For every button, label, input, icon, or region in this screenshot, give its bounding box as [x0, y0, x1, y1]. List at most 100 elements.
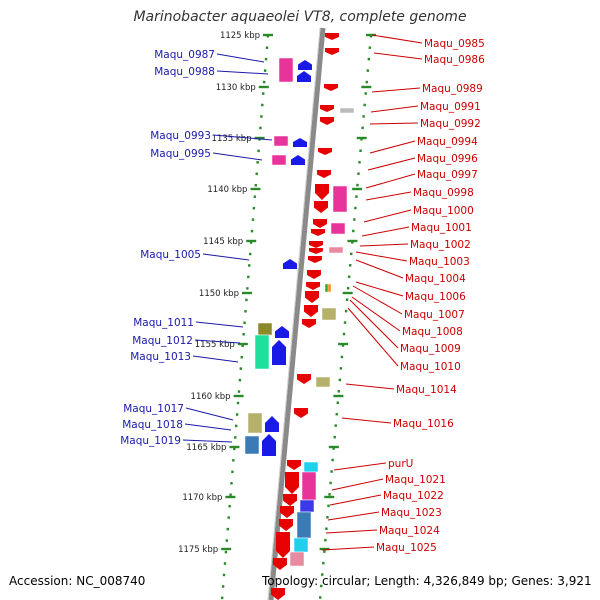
gene-leader-right — [321, 546, 375, 551]
tick-label: 1175 kbp — [178, 545, 218, 555]
gene-label-right: Maqu_1009 — [400, 343, 461, 355]
gene-leader-right — [331, 478, 384, 491]
reverse-gene-arrow — [287, 460, 301, 470]
gene-leader-right — [355, 259, 404, 279]
tick-label: 1155 kbp — [195, 340, 235, 350]
topology-text: Topology: circular; Length: 4,326,849 bp… — [262, 574, 592, 588]
feature-block — [330, 222, 346, 235]
reverse-gene-arrow — [309, 248, 323, 254]
reverse-gene-arrow — [304, 305, 318, 317]
forward-gene-arrow — [265, 416, 279, 432]
gene-leader-right — [349, 299, 399, 349]
gene-leader-left — [212, 152, 263, 161]
reverse-gene-arrow — [276, 532, 290, 558]
reverse-gene-arrow — [313, 219, 327, 228]
gene-leader-right — [333, 462, 387, 471]
gene-label-right: Maqu_1024 — [379, 525, 440, 537]
gene-label-right: Maqu_0986 — [424, 54, 485, 66]
reverse-gene-arrow — [314, 201, 328, 213]
feature-block — [254, 334, 270, 370]
gene-label-right: Maqu_0996 — [417, 153, 478, 165]
gene-leader-right — [365, 173, 416, 189]
gene-label-right: Maqu_0992 — [420, 118, 481, 130]
reverse-gene-arrow — [308, 256, 322, 263]
gene-label-right: Maqu_1025 — [376, 542, 437, 554]
tick-label: 1145 kbp — [203, 237, 243, 247]
gene-label-right: Maqu_1021 — [385, 474, 446, 486]
gene-leader-left — [184, 423, 232, 431]
gene-label-right: Maqu_0989 — [422, 83, 483, 95]
reverse-gene-arrow — [315, 184, 329, 200]
gene-leader-right — [355, 281, 404, 297]
reverse-gene-arrow — [294, 408, 308, 418]
feature-block — [299, 499, 315, 513]
forward-gene-arrow — [298, 60, 312, 70]
gene-leader-left — [212, 134, 273, 141]
feature-block — [244, 435, 260, 455]
reverse-gene-arrow — [297, 374, 311, 384]
gene-leader-right — [373, 52, 423, 60]
gene-label-right: Maqu_1023 — [381, 507, 442, 519]
gene-leader-left — [192, 355, 239, 363]
gene-leader-right — [365, 191, 412, 201]
gene-label-right: Maqu_1022 — [383, 490, 444, 502]
gene-label-right: Maqu_1007 — [404, 309, 465, 321]
gene-label-left: Maqu_0987 — [154, 49, 215, 61]
genome-backbone — [268, 27, 326, 600]
feature-block — [278, 57, 294, 83]
feature-block — [273, 135, 289, 147]
gene-leader-right — [341, 417, 392, 424]
left-ruler-line — [220, 34, 270, 600]
tick-label: 1160 kbp — [191, 392, 231, 402]
gene-label-right: Maqu_0998 — [413, 187, 474, 199]
reverse-gene-arrow — [305, 291, 319, 303]
gene-label-left: Maqu_0988 — [154, 66, 215, 78]
feature-block — [289, 551, 305, 567]
gene-leader-left — [194, 339, 241, 344]
gene-label-right: Maqu_1001 — [411, 222, 472, 234]
gene-leader-left — [182, 439, 233, 443]
forward-gene-arrow — [291, 155, 305, 165]
gene-label-right: Maqu_1008 — [402, 326, 463, 338]
tick-label: 1135 kbp — [212, 134, 252, 144]
gene-label-left: Maqu_1012 — [132, 335, 193, 347]
feature-block — [247, 412, 263, 434]
gene-leader-right — [367, 157, 416, 171]
reverse-gene-arrow — [318, 148, 332, 155]
gene-label-left: Maqu_1005 — [140, 249, 201, 261]
gene-leader-right — [370, 105, 419, 113]
reverse-gene-arrow — [280, 506, 294, 518]
gene-label-left: Maqu_1013 — [130, 351, 191, 363]
reverse-gene-arrow — [283, 494, 297, 506]
reverse-gene-arrow — [307, 270, 321, 279]
gene-label-right: Maqu_1016 — [393, 418, 454, 430]
feature-block — [321, 307, 337, 321]
gene-label-left: Maqu_1017 — [123, 403, 184, 415]
tick-label: 1170 kbp — [182, 493, 222, 503]
forward-gene-arrow — [293, 138, 307, 147]
gene-leader-left — [195, 321, 244, 328]
reverse-gene-arrow — [309, 241, 323, 248]
feature-block — [301, 471, 317, 501]
gene-label-right: Maqu_1000 — [413, 205, 474, 217]
feature-block — [293, 537, 309, 553]
feature-block — [339, 107, 355, 114]
gene-leader-left — [185, 407, 234, 421]
feature-block — [296, 511, 312, 539]
gene-label-right: Maqu_0991 — [420, 101, 481, 113]
right-ruler-line — [318, 34, 373, 600]
tick-label: 1130 kbp — [216, 83, 256, 93]
tick-label: 1125 kbp — [220, 31, 260, 41]
reverse-gene-arrow — [271, 588, 285, 600]
reverse-gene-arrow — [320, 105, 334, 112]
gene-leader-right — [361, 226, 410, 237]
forward-gene-arrow — [297, 71, 311, 82]
forward-gene-arrow — [275, 326, 289, 338]
gene-label-right: Maqu_1006 — [405, 291, 466, 303]
accession-text: Accession: NC_008740 — [9, 574, 146, 588]
forward-gene-arrow — [272, 340, 286, 365]
reverse-gene-arrow — [302, 319, 316, 328]
reverse-gene-arrow — [324, 84, 338, 91]
